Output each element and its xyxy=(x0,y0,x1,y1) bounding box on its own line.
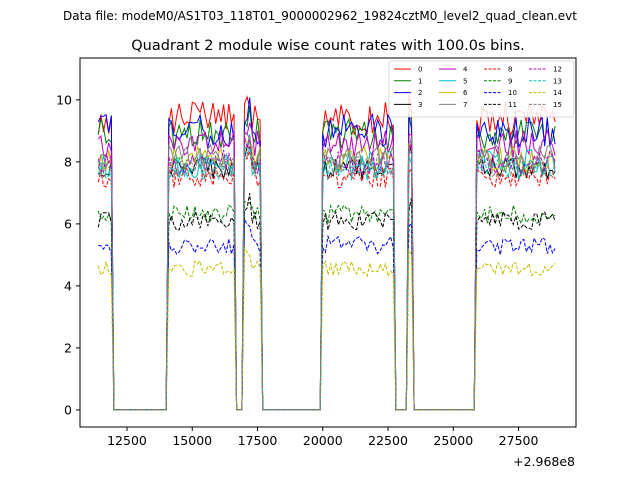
x-axis-offset-label: +2.968e8 xyxy=(513,454,575,469)
series-line-11 xyxy=(97,193,556,411)
series-layer xyxy=(97,94,556,411)
y-tick-label: 10 xyxy=(56,92,72,107)
legend-label-12: 12 xyxy=(553,66,562,74)
legend-label-2: 2 xyxy=(418,89,422,97)
y-tick-label: 4 xyxy=(64,278,72,293)
legend-label-7: 7 xyxy=(463,101,467,109)
series-line-8 xyxy=(97,150,556,411)
chart-suptitle: Data file: modeM0/AS1T03_118T01_90000029… xyxy=(63,9,577,23)
chart-title: Quadrant 2 module wise count rates with … xyxy=(131,38,525,54)
x-tick-label: 15000 xyxy=(172,433,212,448)
series-line-15 xyxy=(97,136,556,411)
axes-layer: 12500 15000 17500 20000 22500 25000 27500 0 2 4 6 8… xyxy=(56,57,577,448)
x-tick-label: 25000 xyxy=(433,433,473,448)
plot-area: 12500 15000 17500 20000 22500 25000 27500 0 2 4 6 8… xyxy=(56,57,577,448)
legend-label-1: 1 xyxy=(418,77,422,85)
y-tick-label: 6 xyxy=(64,216,72,231)
series-line-9 xyxy=(97,200,556,411)
x-tick-label: 17500 xyxy=(238,433,278,448)
legend-label-15: 15 xyxy=(553,101,562,109)
legend-box xyxy=(388,60,575,118)
legend-label-13: 13 xyxy=(553,77,562,85)
y-tick-label: 2 xyxy=(64,340,72,355)
x-tick-label: 12500 xyxy=(107,433,147,448)
legend-label-10: 10 xyxy=(508,89,517,97)
legend-label-14: 14 xyxy=(553,89,562,97)
y-tick-label: 8 xyxy=(64,154,72,169)
series-line-0 xyxy=(97,94,556,411)
y-tick-label: 0 xyxy=(64,402,72,417)
series-line-2 xyxy=(97,97,556,411)
x-tick-label: 20000 xyxy=(303,433,343,448)
series-line-14 xyxy=(97,246,556,411)
axes-frame xyxy=(79,57,577,428)
legend-label-11: 11 xyxy=(508,101,517,109)
legend-label-6: 6 xyxy=(463,89,468,97)
legend-label-8: 8 xyxy=(508,66,512,74)
series-line-10 xyxy=(98,219,556,411)
legend-label-4: 4 xyxy=(463,66,468,74)
legend-label-3: 3 xyxy=(418,101,422,109)
legend-label-9: 9 xyxy=(508,77,512,85)
x-tick-label: 22500 xyxy=(368,433,408,448)
x-tick-label: 27500 xyxy=(499,433,539,448)
legend-label-0: 0 xyxy=(418,66,422,74)
series-line-12 xyxy=(97,135,556,411)
legend-label-5: 5 xyxy=(463,77,467,85)
